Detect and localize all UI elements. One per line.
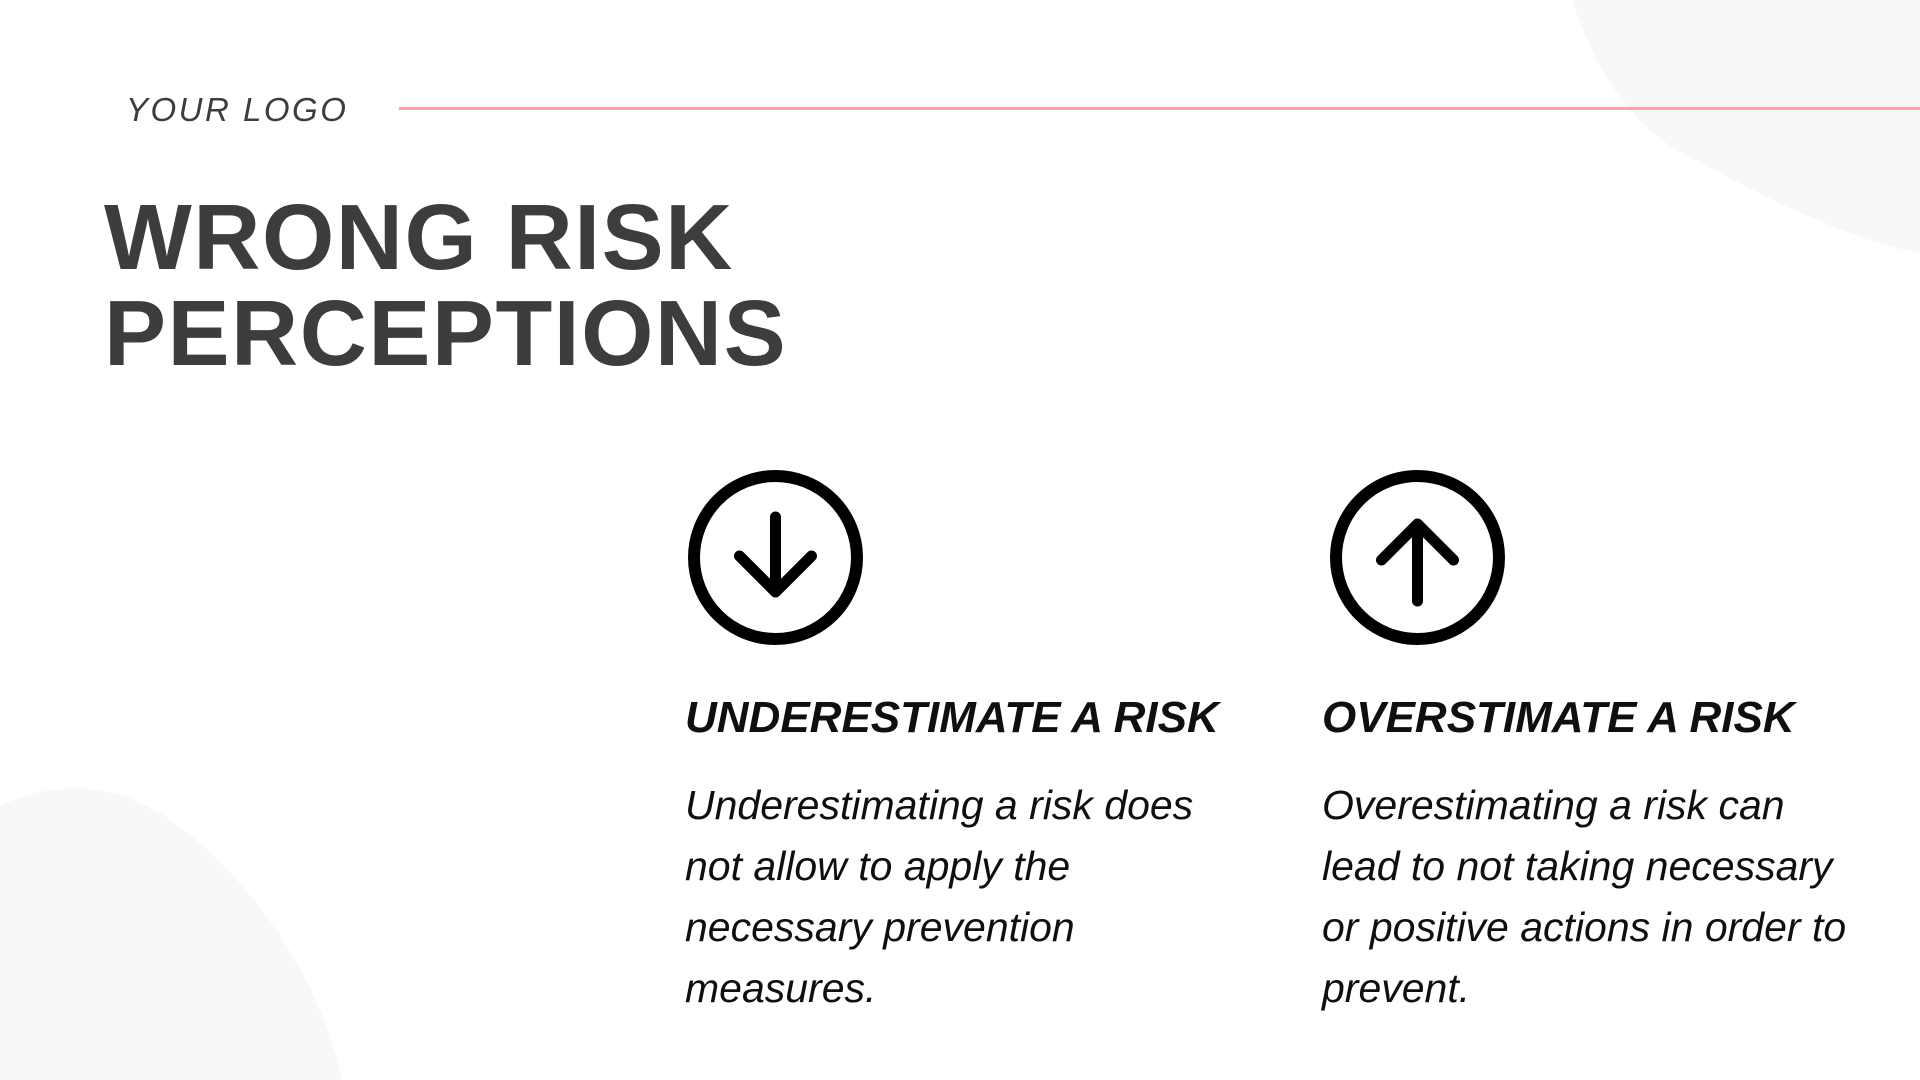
accent-line (399, 107, 1920, 110)
column-underestimate: UNDERESTIMATE A RISK Underestimating a r… (685, 470, 1245, 1019)
logo-text: YOUR LOGO (126, 91, 349, 128)
column-body: Overestimating a risk can lead to not ta… (1322, 775, 1882, 1019)
body-line: Overestimating a risk can (1322, 782, 1785, 828)
body-line: Underestimating a risk does (685, 782, 1194, 828)
body-line: not allow to apply the (685, 843, 1071, 889)
corner-blob-top-right (1572, 0, 1920, 253)
arrow-down-circle-icon (688, 470, 863, 645)
body-line: lead to not taking necessary (1322, 843, 1833, 889)
slide-title-line2: PERCEPTIONS (104, 281, 788, 385)
body-line: measures. (685, 965, 877, 1011)
body-line: prevent. (1322, 965, 1471, 1011)
body-line: or positive actions in order to (1322, 904, 1847, 950)
slide-title-line1: WRONG RISK (104, 185, 734, 289)
column-overestimate: OVERSTIMATE A RISK Overestimating a risk… (1322, 470, 1882, 1019)
column-body: Underestimating a risk does not allow to… (685, 775, 1245, 1019)
column-heading: UNDERESTIMATE A RISK (685, 693, 1219, 742)
arrow-up-circle-icon (1330, 470, 1505, 645)
slide-title: WRONG RISK PERCEPTIONS (104, 189, 787, 381)
body-line: necessary prevention (685, 904, 1075, 950)
corner-blob-bottom-left (0, 788, 342, 1080)
column-heading: OVERSTIMATE A RISK (1322, 693, 1795, 742)
